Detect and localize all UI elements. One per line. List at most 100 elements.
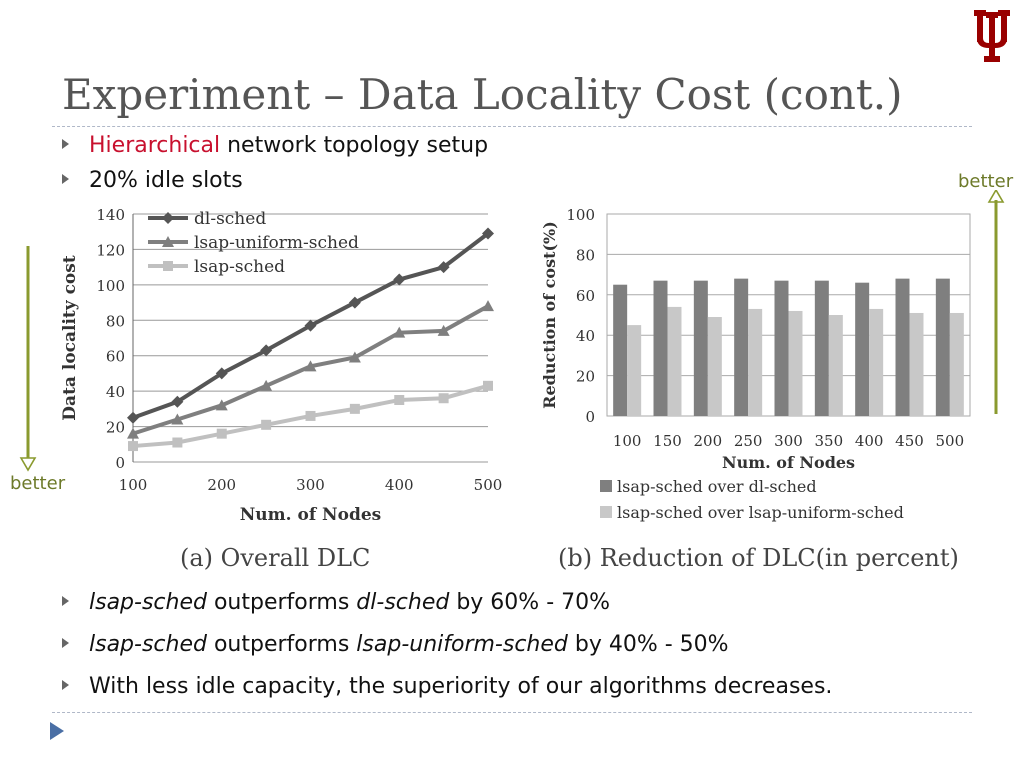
bullet-marker-icon — [62, 680, 69, 690]
data-point — [172, 437, 183, 448]
bullet-marker-icon — [62, 139, 69, 149]
title-divider — [52, 126, 972, 127]
bullet-marker-icon — [62, 638, 69, 648]
bullet-bottom-2: lsap-sched outperforms lsap-uniform-sche… — [62, 632, 729, 657]
bullet-text-part: 20% idle slots — [89, 168, 243, 193]
legend-label: lsap-sched — [194, 257, 285, 277]
y-tick-label: 0 — [585, 408, 595, 426]
data-point — [305, 410, 316, 421]
y-tick-label: 140 — [96, 206, 125, 224]
bullet-text-part: by 60% - 70% — [449, 590, 611, 615]
data-point — [483, 380, 493, 391]
y-tick-label: 80 — [106, 312, 125, 330]
bar — [734, 278, 749, 416]
bullet-text-part: dl-sched — [356, 590, 450, 615]
bullet-text-part: network topology setup — [220, 133, 489, 158]
x-tick-label: 450 — [895, 432, 924, 450]
data-point — [163, 261, 173, 271]
y-axis-label: Reduction of cost(%) — [540, 221, 559, 409]
x-tick-label: 400 — [855, 432, 884, 450]
bullet-text-part: lsap-sched — [89, 590, 207, 615]
data-point — [216, 428, 227, 439]
bar — [667, 306, 682, 416]
x-tick-label: 200 — [694, 432, 723, 450]
y-tick-label: 60 — [576, 287, 595, 305]
bar — [855, 282, 870, 416]
data-point — [438, 393, 449, 404]
line-chart-overall-dlc: 0 20 40 60 80 100 120 140 100 200 300 400 500 Num. of… — [60, 206, 503, 525]
bullet-text-part: Hierarchical — [89, 133, 221, 158]
bar — [909, 312, 924, 416]
data-point — [304, 319, 317, 332]
bullet-top-2: 20% idle slots — [62, 168, 243, 193]
x-tick-label: 250 — [734, 432, 763, 450]
up-arrow-icon — [987, 190, 1005, 414]
x-tick-label: 100 — [119, 476, 148, 494]
bar — [774, 280, 789, 416]
data-point — [215, 399, 228, 411]
bar — [949, 312, 964, 416]
data-point — [482, 300, 494, 312]
data-point — [260, 379, 273, 391]
y-tick-label: 20 — [576, 368, 595, 386]
bullet-top-1: Hierarchical network topology setup — [62, 133, 488, 158]
data-point — [215, 367, 228, 380]
bullet-text-part: by 40% - 50% — [567, 632, 729, 657]
bar — [869, 308, 884, 416]
data-point — [128, 441, 138, 452]
legend-swatch — [600, 480, 612, 492]
data-point — [162, 212, 174, 224]
x-tick-label: 300 — [774, 432, 803, 450]
bullet-text-part: outperforms — [206, 632, 357, 657]
y-tick-label: 0 — [115, 454, 125, 472]
legend-label: lsap-sched over dl-sched — [617, 477, 817, 496]
bullet-text-part: outperforms — [206, 590, 357, 615]
data-point — [437, 324, 450, 336]
y-tick-label: 100 — [96, 277, 125, 295]
x-tick-label: 500 — [474, 476, 503, 494]
data-point — [127, 427, 139, 439]
bullet-text-part: lsap-uniform-sched — [356, 632, 568, 657]
bar — [895, 278, 910, 416]
bar — [935, 278, 950, 416]
next-slide-icon[interactable] — [50, 722, 64, 740]
bar — [748, 308, 763, 416]
x-tick-label: 400 — [385, 476, 414, 494]
bar — [653, 280, 668, 416]
data-point — [349, 403, 360, 414]
y-tick-label: 40 — [106, 383, 125, 401]
data-point — [482, 227, 494, 240]
bullet-text-part: lsap-sched — [89, 632, 207, 657]
data-point — [260, 344, 273, 357]
bar-chart-reduction-dlc: 0 20 40 60 80 100 100 150 200 250 300 350 400 450 500 N… — [540, 206, 971, 522]
y-tick-label: 60 — [106, 348, 125, 366]
y-tick-label: 80 — [576, 246, 595, 264]
caption-a: (a) Overall DLC — [180, 544, 371, 572]
legend-label: lsap-sched over lsap-uniform-sched — [617, 503, 904, 522]
data-point — [394, 395, 405, 405]
caption-b: (b) Reduction of DLC(in percent) — [558, 544, 959, 572]
bar — [693, 280, 708, 416]
data-point — [348, 351, 361, 363]
data-point — [437, 261, 450, 274]
data-point — [171, 413, 184, 425]
x-tick-label: 100 — [613, 432, 642, 450]
bar — [788, 310, 803, 416]
bar — [707, 317, 722, 416]
legend-label: lsap-uniform-sched — [194, 233, 359, 253]
data-point — [304, 360, 317, 372]
x-tick-label: 150 — [653, 432, 682, 450]
bar — [828, 315, 843, 416]
iu-trident-logo-icon — [974, 10, 1010, 62]
x-tick-label: 300 — [296, 476, 325, 494]
data-point — [162, 236, 174, 247]
data-point — [171, 395, 184, 408]
y-axis-label: Data locality cost — [60, 255, 80, 421]
data-point — [393, 273, 406, 286]
bullet-marker-icon — [62, 174, 69, 184]
x-axis-label: Num. of Nodes — [240, 505, 381, 525]
y-tick-label: 20 — [106, 419, 125, 437]
slide-title: Experiment – Data Locality Cost (cont.) — [62, 70, 903, 119]
better-label-right: better — [958, 171, 1014, 192]
data-point — [127, 411, 139, 424]
